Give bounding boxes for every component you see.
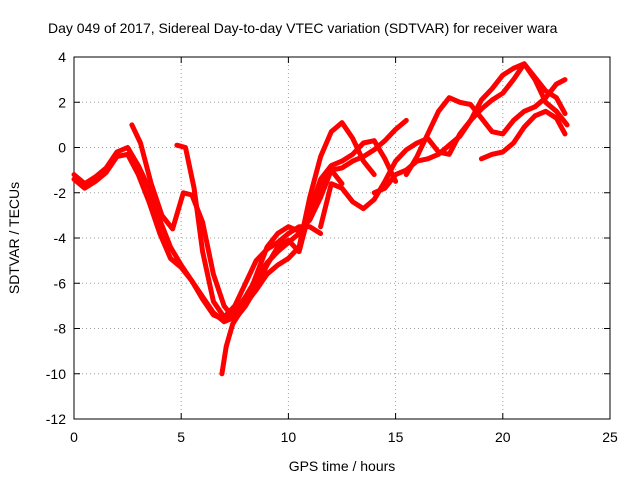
y-tick-label: -2 xyxy=(54,185,67,201)
series-line-track-7 xyxy=(371,61,568,196)
y-tick-label: -4 xyxy=(54,230,67,246)
x-axis-label: GPS time / hours xyxy=(289,458,396,474)
series-line-track-2 xyxy=(71,120,377,325)
series-line-track-9 xyxy=(478,108,568,162)
x-tick-label: 20 xyxy=(495,429,511,445)
y-axis-label: SDTVAR / TECUs xyxy=(6,182,22,294)
series-line-track-8 xyxy=(403,77,568,178)
x-tick-label: 10 xyxy=(281,429,297,445)
series-line-track-1 xyxy=(71,117,409,322)
series-line-track-3 xyxy=(129,122,399,322)
y-tick-label: 0 xyxy=(58,140,66,156)
x-tick-label: 5 xyxy=(177,429,185,445)
y-tick-label: -6 xyxy=(54,275,67,291)
chart-title: Day 049 of 2017, Sidereal Day-to-day VTE… xyxy=(48,20,558,36)
x-tick-label: 25 xyxy=(602,429,618,445)
x-tick-label: 0 xyxy=(70,429,78,445)
axis-ticks: 0 5 10 15 20 25 -12 -10 -8 -6 -4 -2 0 2 4 xyxy=(46,49,618,445)
y-tick-label: -12 xyxy=(46,411,66,427)
y-tick-label: -8 xyxy=(54,321,67,337)
data-series xyxy=(71,61,570,377)
x-tick-label: 15 xyxy=(388,429,404,445)
y-tick-label: -10 xyxy=(46,366,66,382)
y-tick-label: 2 xyxy=(58,94,66,110)
y-tick-label: 4 xyxy=(58,49,66,65)
series-line-track-5 xyxy=(219,167,345,377)
